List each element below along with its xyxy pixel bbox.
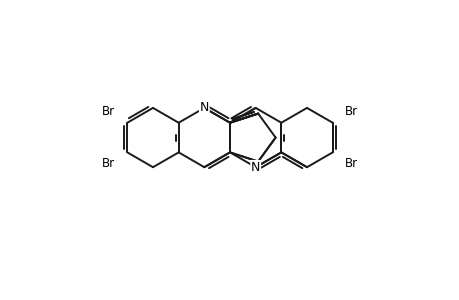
Text: N: N <box>199 101 208 114</box>
Text: N: N <box>251 161 260 174</box>
Text: Br: Br <box>344 105 357 119</box>
Text: Br: Br <box>102 105 115 119</box>
Text: Br: Br <box>102 157 115 170</box>
Text: Br: Br <box>344 157 357 170</box>
